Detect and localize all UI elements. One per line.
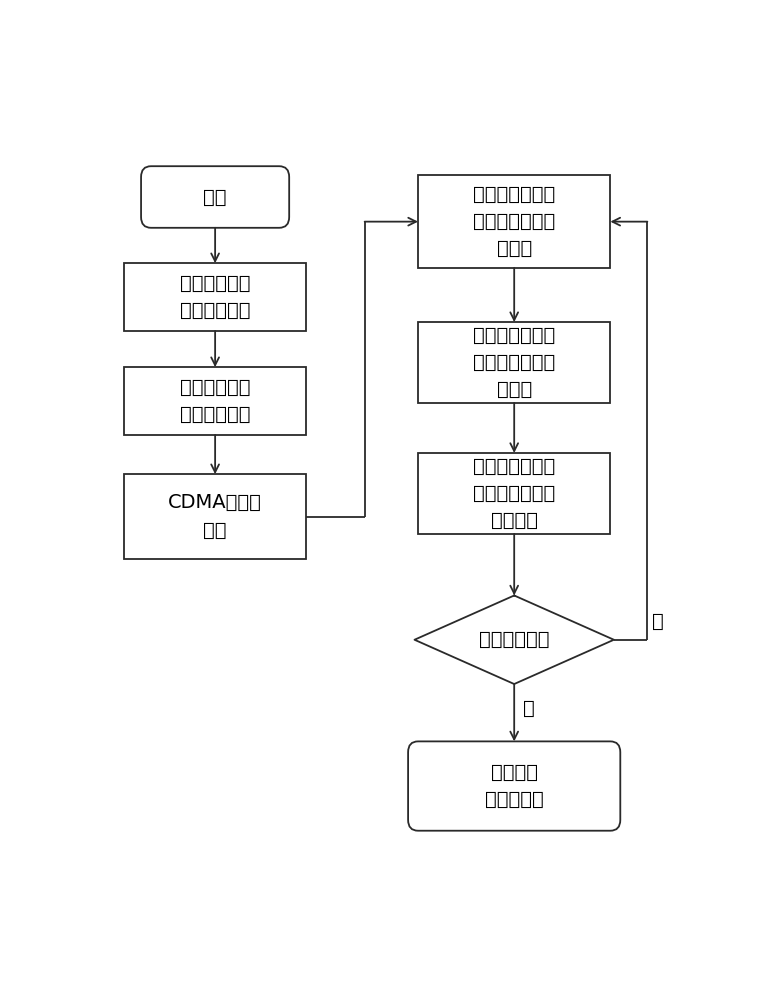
Text: 创建ＣＤＭＡ对
象，获取上层调
用接口: 创建ＣＤＭＡ对 象，获取上层调 用接口: [473, 185, 555, 258]
FancyBboxPatch shape: [124, 263, 306, 331]
FancyBboxPatch shape: [418, 175, 610, 268]
FancyBboxPatch shape: [124, 367, 306, 435]
Text: 核间通信
初始化结束: 核间通信 初始化结束: [485, 763, 544, 809]
FancyBboxPatch shape: [141, 166, 289, 228]
Text: 会话层快速链
接管理初始化: 会话层快速链 接管理初始化: [180, 274, 251, 320]
Text: 是: 是: [523, 699, 535, 718]
Text: CDMA相关初
始化: CDMA相关初 始化: [168, 493, 262, 540]
Text: 创建连接控制对
象，获取上层调
用接口: 创建连接控制对 象，获取上层调 用接口: [473, 326, 555, 399]
Text: 传输层连接管
理控制初始化: 传输层连接管 理控制初始化: [180, 378, 251, 424]
Polygon shape: [415, 595, 614, 684]
FancyBboxPatch shape: [418, 322, 610, 403]
FancyBboxPatch shape: [418, 453, 610, 534]
FancyBboxPatch shape: [408, 741, 620, 831]
FancyBboxPatch shape: [124, 474, 306, 559]
Text: 创建会话层管理
对象，建立远端
逻辑连接: 创建会话层管理 对象，建立远端 逻辑连接: [473, 457, 555, 530]
Text: 开始: 开始: [203, 188, 226, 207]
Text: 连接建立完成: 连接建立完成: [479, 630, 550, 649]
Text: 否: 否: [652, 612, 664, 631]
